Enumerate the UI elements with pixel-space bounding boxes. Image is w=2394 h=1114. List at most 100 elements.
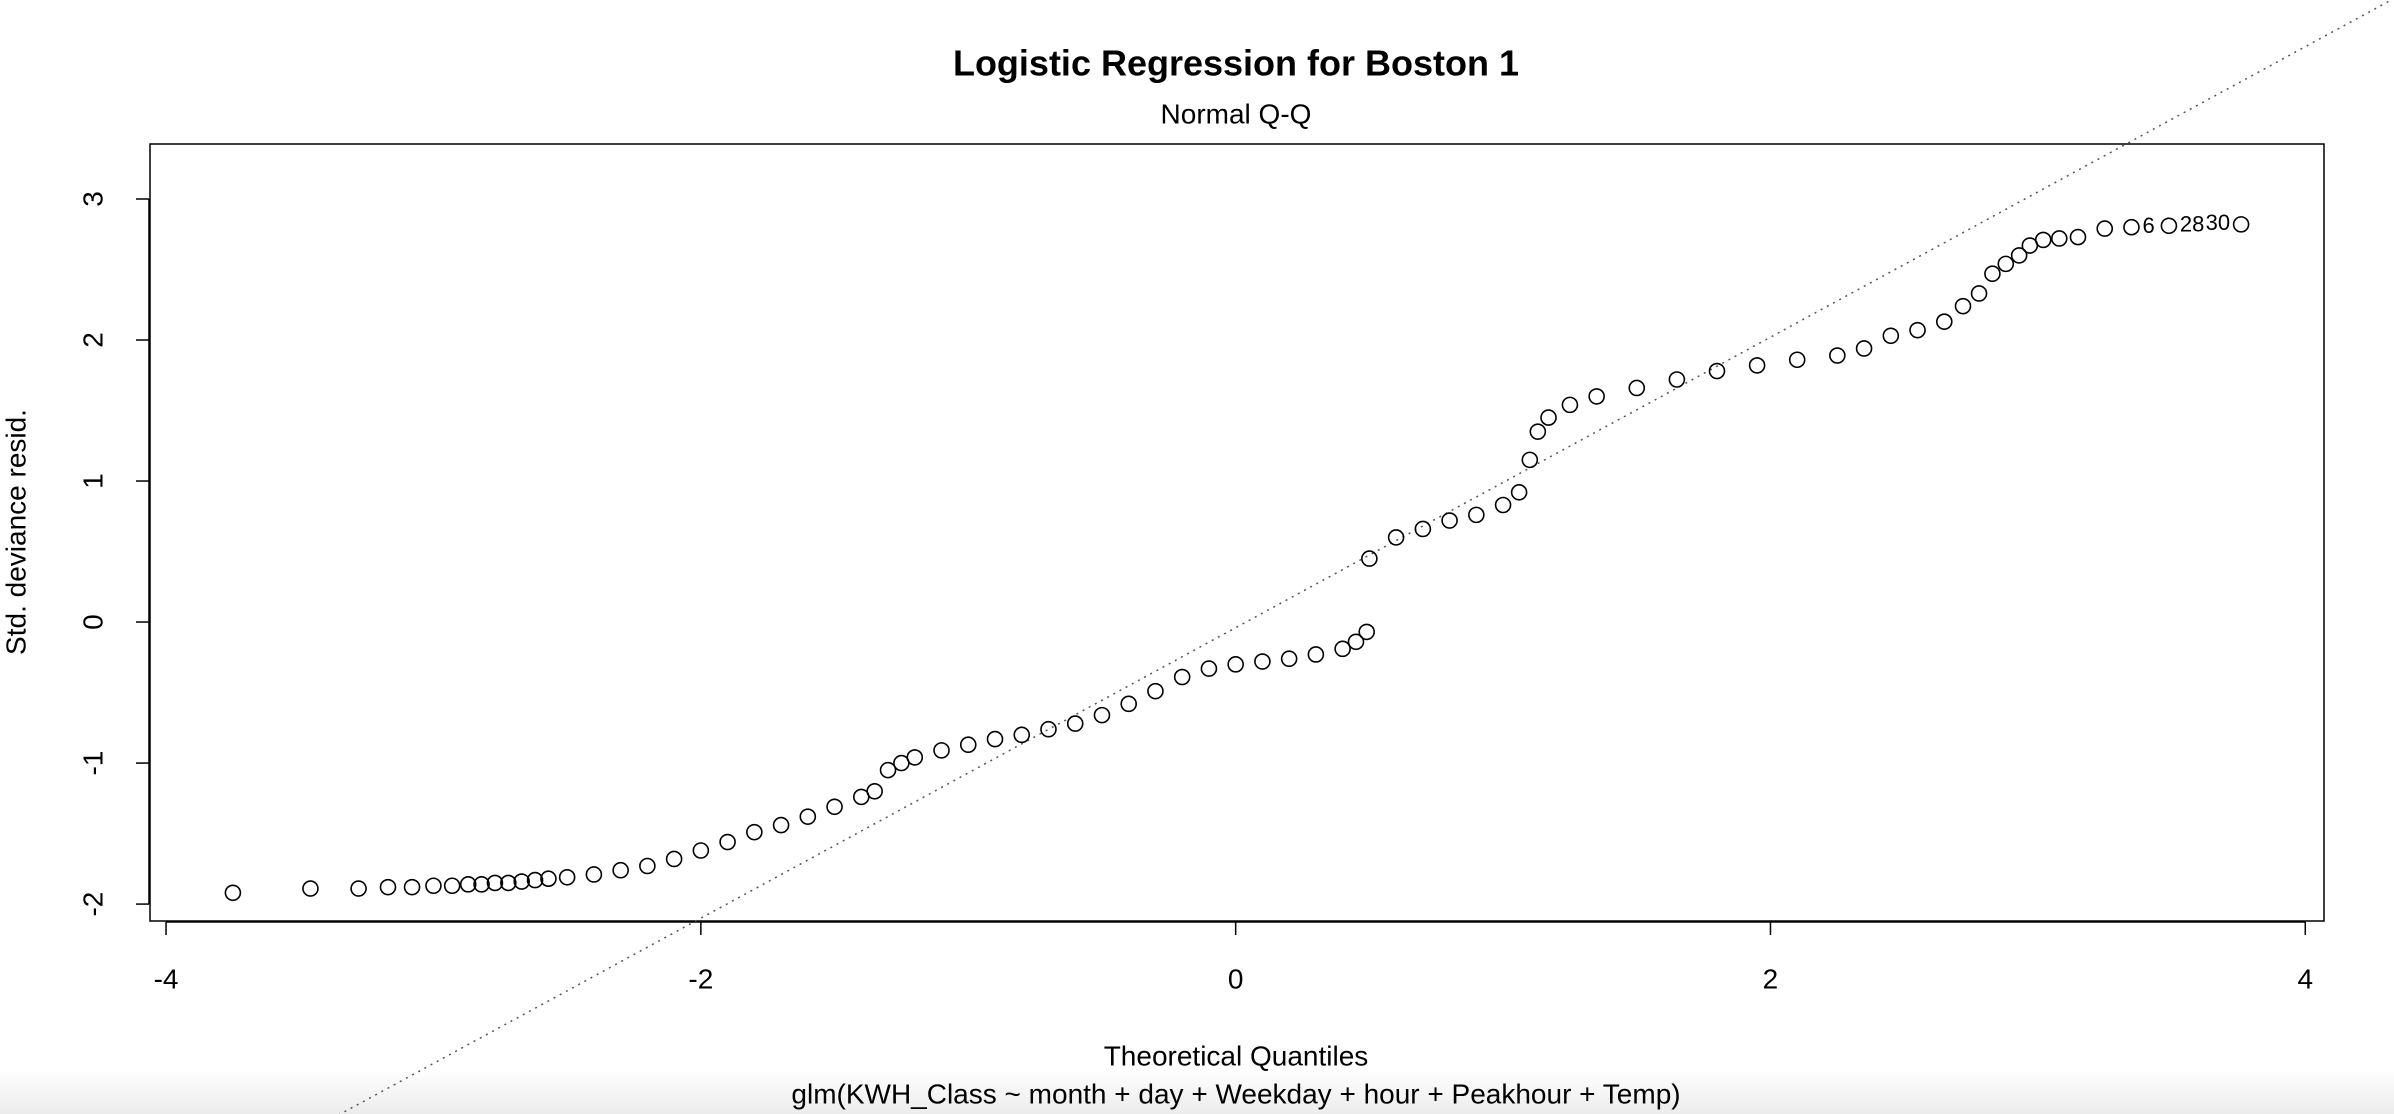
point [2050, 230, 2068, 247]
point [1066, 715, 1084, 732]
point [473, 876, 490, 893]
y-tick-label: -2 [77, 892, 108, 917]
chart-subtitle: Normal Q-Q [1161, 98, 1312, 129]
point [1280, 650, 1298, 668]
point [1788, 351, 1806, 369]
point [379, 878, 397, 896]
point [1227, 656, 1244, 673]
point [1468, 506, 1485, 524]
point [986, 730, 1004, 748]
point [1529, 423, 1547, 440]
point [1387, 529, 1405, 546]
y-tick-label: 3 [77, 191, 108, 207]
point [2069, 228, 2087, 246]
point [2160, 217, 2178, 235]
point [1540, 409, 1557, 426]
point-label: 28 [2180, 212, 2204, 237]
y-tick-label: -1 [77, 751, 108, 776]
point [1200, 660, 1218, 677]
point [639, 857, 656, 875]
point [1935, 313, 1953, 330]
point [1954, 297, 1972, 315]
point [692, 842, 710, 859]
point [1909, 321, 1926, 339]
point [2123, 218, 2140, 236]
point [1521, 451, 1539, 469]
point [1361, 550, 1378, 567]
point [933, 742, 950, 759]
y-axis-label: Std. deviance resid. [0, 409, 31, 655]
point [2010, 247, 2028, 264]
point [540, 870, 557, 887]
bottom-shade [0, 1070, 2394, 1114]
point [1040, 720, 1057, 738]
point [526, 871, 544, 889]
x-axis-label: Theoretical Quantiles [1104, 1040, 1369, 1071]
point [486, 874, 504, 892]
point [1970, 285, 1988, 302]
point [665, 850, 683, 868]
point [906, 749, 924, 766]
point [585, 866, 603, 883]
point [425, 877, 442, 895]
x-tick-label: 2 [1763, 963, 1779, 994]
point [1358, 623, 1375, 641]
point [1254, 653, 1271, 670]
point [1997, 255, 2015, 273]
x-tick-label: 0 [1228, 963, 1244, 994]
point [1510, 484, 1528, 501]
y-tick-label: 1 [77, 473, 108, 489]
x-tick-label: -4 [154, 963, 179, 994]
point [1882, 327, 1900, 345]
point [1494, 496, 1512, 514]
point-label: 6 [2142, 213, 2154, 238]
point [558, 868, 576, 886]
point [1748, 357, 1766, 374]
point [1628, 379, 1646, 397]
y-tick-label: 2 [77, 332, 108, 348]
point [879, 761, 897, 779]
point [799, 808, 817, 825]
point [1347, 633, 1365, 651]
x-tick-label: -2 [688, 963, 713, 994]
point [2034, 231, 2052, 249]
point [866, 782, 883, 800]
point [1013, 726, 1031, 744]
point [1668, 371, 1686, 388]
point [1414, 520, 1432, 538]
point [1120, 695, 1138, 713]
point [443, 877, 461, 895]
point [224, 884, 242, 902]
point [1173, 668, 1191, 686]
point [1984, 265, 2001, 283]
point [1588, 388, 1605, 405]
point [826, 798, 843, 816]
point [1093, 706, 1111, 724]
point [772, 816, 790, 834]
point-label: 30 [2206, 210, 2230, 235]
point [1855, 340, 1873, 357]
point [2096, 220, 2114, 237]
point [403, 878, 421, 896]
point [746, 823, 763, 841]
plot-frame [149, 143, 2325, 922]
point [1561, 396, 1579, 414]
point [302, 880, 319, 897]
x-tick-label: 4 [2297, 963, 2313, 994]
chart-title: Logistic Regression for Boston 1 [953, 43, 1519, 84]
point [719, 833, 736, 851]
point [1147, 682, 1164, 700]
point [1829, 347, 1846, 364]
point [1708, 362, 1726, 380]
point [1307, 646, 1325, 663]
point [350, 880, 367, 897]
point [500, 874, 517, 892]
point [1441, 512, 1458, 529]
point [459, 876, 477, 893]
point [612, 861, 629, 879]
x-axis-sublabel: glm(KWH_Class ~ month + day + Weekday + … [791, 1078, 1680, 1109]
point [959, 736, 977, 754]
